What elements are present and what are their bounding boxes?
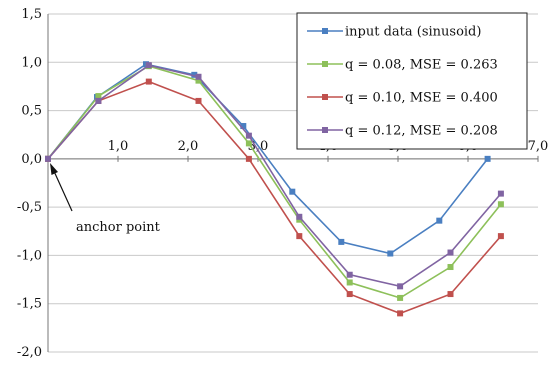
legend-entry: q = 0.08, MSE = 0.263 xyxy=(307,58,498,73)
x-tick-label: 7,0 xyxy=(528,139,549,154)
legend-label: q = 0.10, MSE = 0.400 xyxy=(345,91,498,106)
series-line xyxy=(47,80,502,315)
data-point xyxy=(195,97,202,104)
legend-entry: q = 0.12, MSE = 0.208 xyxy=(307,124,498,139)
legend-label: input data (sinusoid) xyxy=(345,25,481,40)
series-line xyxy=(47,63,489,255)
anchor-arrow xyxy=(52,168,73,212)
data-point xyxy=(497,233,504,240)
data-point xyxy=(145,78,152,85)
legend-box xyxy=(296,12,528,150)
data-point xyxy=(240,123,247,130)
data-point xyxy=(397,283,404,290)
data-point xyxy=(447,291,454,298)
data-point xyxy=(145,62,152,69)
x-tick-label: 2,0 xyxy=(178,139,199,154)
data-point xyxy=(191,71,198,78)
series xyxy=(45,62,504,290)
series-line xyxy=(47,65,502,299)
data-point xyxy=(95,93,102,100)
data-point xyxy=(195,77,202,84)
y-tick-label: 0,5 xyxy=(21,104,42,119)
data-point xyxy=(397,310,404,317)
y-tick-label: 1,5 xyxy=(21,7,42,22)
series-group xyxy=(45,61,504,317)
y-tick-label: -2,0 xyxy=(17,345,42,360)
data-point xyxy=(296,233,303,240)
y-tick-label: -1,5 xyxy=(17,297,42,312)
legend-swatch-marker xyxy=(322,94,328,100)
y-tick-label: 1,0 xyxy=(21,55,42,70)
data-point xyxy=(45,155,51,162)
data-point xyxy=(397,294,404,301)
legend: input data (sinusoid) q = 0.08, MSE = 0.2… xyxy=(296,12,528,150)
series-line xyxy=(47,64,502,288)
data-point xyxy=(195,73,202,80)
legend-swatch-marker xyxy=(322,61,328,67)
y-tick-label: -0,5 xyxy=(17,200,42,215)
data-point xyxy=(484,155,491,162)
data-point xyxy=(296,213,303,220)
data-point xyxy=(387,250,394,257)
legend-swatch-marker xyxy=(322,28,328,34)
anchor-arrow-head xyxy=(50,163,58,175)
data-point xyxy=(447,264,454,271)
legend-entry: q = 0.10, MSE = 0.400 xyxy=(307,91,498,106)
data-point xyxy=(95,97,102,104)
data-point xyxy=(497,201,504,208)
legend-label: q = 0.08, MSE = 0.263 xyxy=(345,58,498,73)
data-point xyxy=(346,279,353,286)
anchor-point-label: anchor point xyxy=(76,220,161,235)
data-point xyxy=(289,188,296,195)
data-point xyxy=(346,291,353,298)
legend-swatch-marker xyxy=(322,127,328,133)
data-point xyxy=(447,249,454,256)
x-tick-label: 1,0 xyxy=(108,139,129,154)
y-tick-label: -1,0 xyxy=(17,248,42,263)
data-point xyxy=(245,140,252,147)
legend-entry: input data (sinusoid) xyxy=(307,25,481,40)
data-point xyxy=(497,190,504,197)
annotation-group: anchor point xyxy=(50,163,161,235)
data-point xyxy=(346,271,353,278)
data-point xyxy=(338,238,345,245)
data-point xyxy=(245,155,252,162)
data-point xyxy=(245,132,252,139)
legend-label: q = 0.12, MSE = 0.208 xyxy=(345,124,498,139)
data-point xyxy=(436,217,443,224)
y-tick-label: 0,0 xyxy=(21,152,42,167)
